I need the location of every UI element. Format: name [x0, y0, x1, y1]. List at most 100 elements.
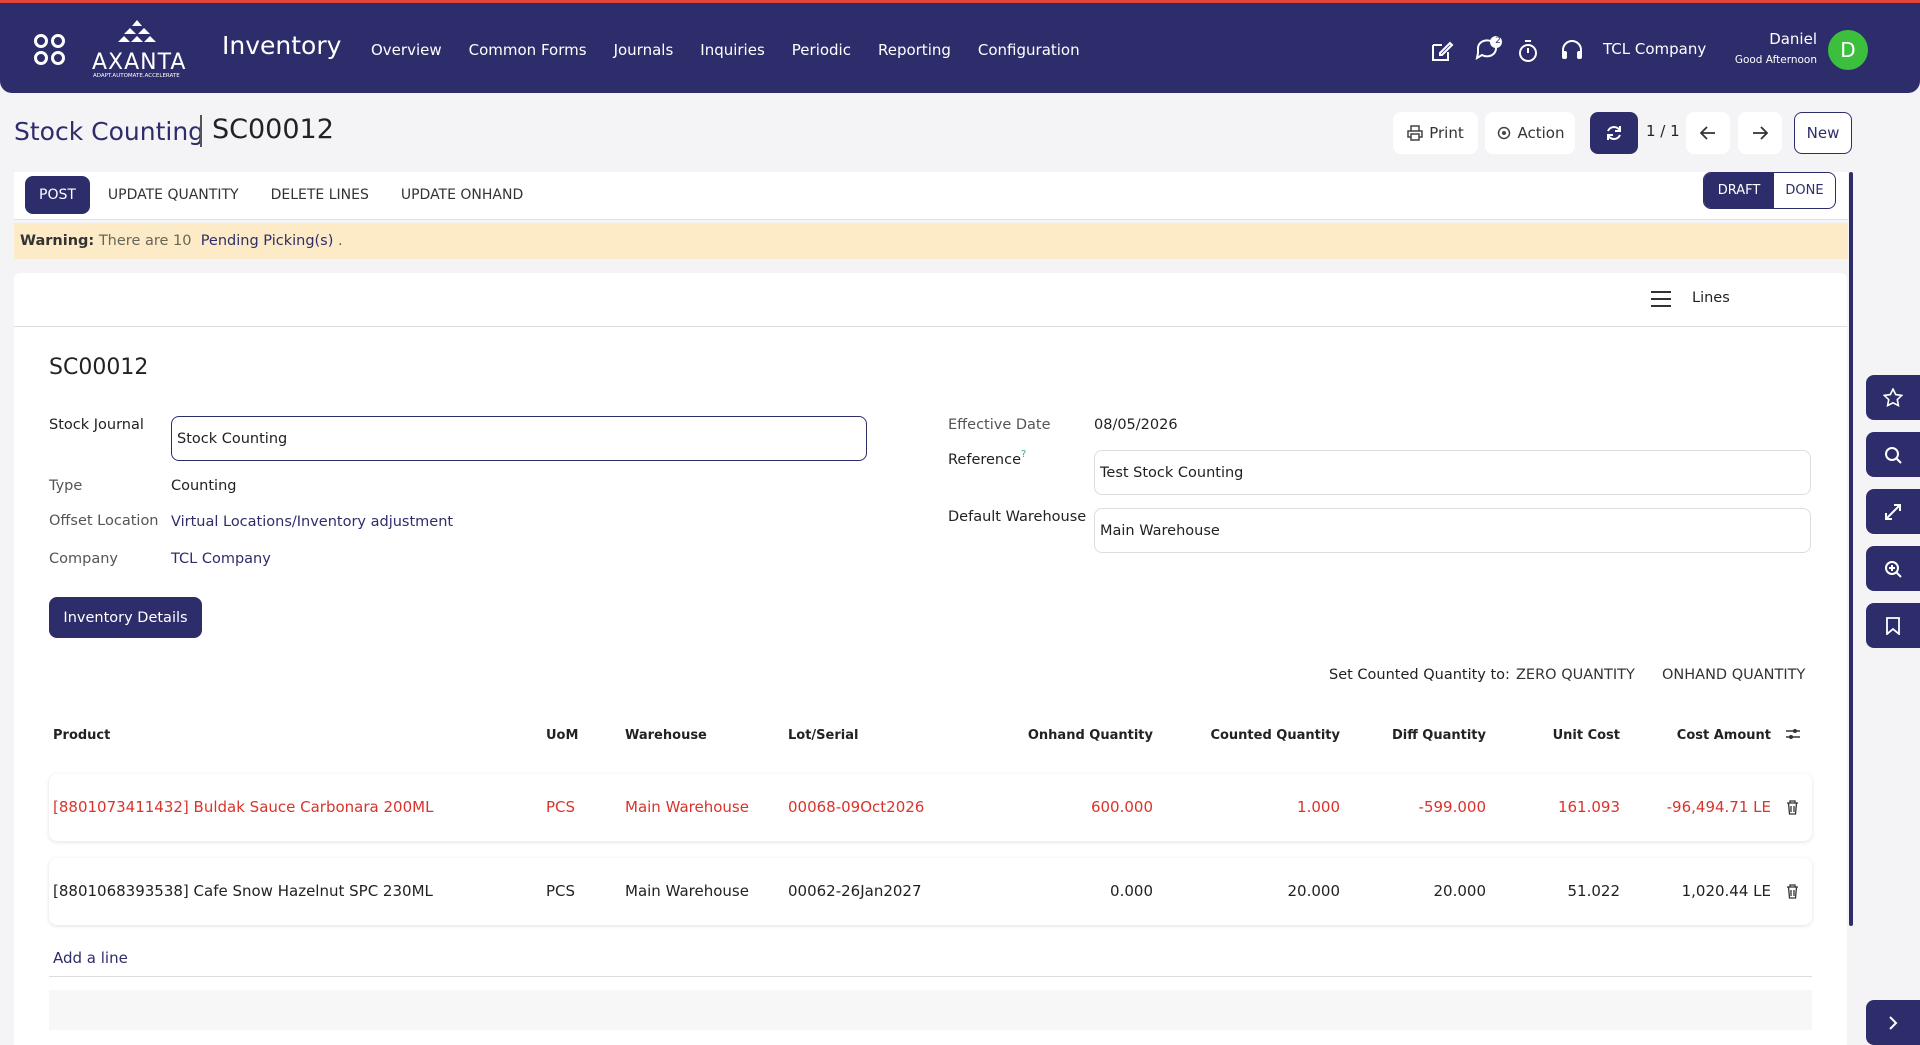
avatar[interactable]: D	[1828, 30, 1868, 70]
support-icon[interactable]	[1560, 39, 1584, 61]
action-button[interactable]: UPDATE QUANTITY	[107, 187, 239, 203]
table-cell: -599.000	[1418, 798, 1486, 816]
column-header[interactable]: Diff Quantity	[1392, 728, 1486, 743]
expand-icon	[1885, 503, 1901, 520]
expand-button[interactable]	[1866, 489, 1920, 534]
field-label: Offset Location	[49, 513, 159, 529]
zoom-button[interactable]	[1866, 546, 1920, 591]
menu-item[interactable]: Overview	[371, 41, 442, 59]
field-label: Reference	[948, 452, 1022, 468]
breadcrumb-parent[interactable]: Stock Counting	[14, 117, 205, 146]
next-button[interactable]	[1738, 112, 1782, 154]
table-cell: 20.000	[1287, 882, 1341, 900]
column-header[interactable]: Counted Quantity	[1210, 728, 1340, 743]
inventory-details-button[interactable]: Inventory Details	[49, 597, 202, 638]
top-nav: AXANTA ADAPT.AUTOMATE.ACCELERATE Invento…	[0, 0, 1920, 93]
app-name[interactable]: Inventory	[222, 31, 342, 60]
delete-row[interactable]	[1786, 884, 1799, 903]
company-switch[interactable]: TCL Company	[1603, 40, 1707, 58]
delete-row[interactable]	[1786, 800, 1799, 819]
menu-item[interactable]: Reporting	[877, 41, 951, 59]
stock-journal-input[interactable]: Stock Counting	[171, 416, 867, 461]
field-label: Default Warehouse	[948, 509, 1087, 525]
scrollbar	[1849, 172, 1853, 926]
user-name: Daniel	[1769, 30, 1817, 48]
favorite-button[interactable]	[1866, 375, 1920, 420]
lines-icon[interactable]	[1651, 290, 1671, 308]
prev-button[interactable]	[1686, 112, 1730, 154]
bookmark-icon	[1886, 616, 1900, 635]
timer-icon[interactable]	[1517, 39, 1539, 63]
column-header[interactable]: Cost Amount	[1676, 728, 1771, 743]
warehouse-input[interactable]: Main Warehouse	[1094, 508, 1811, 553]
table-cell: Main Warehouse	[625, 882, 749, 900]
table-cell: 00062-26Jan2027	[788, 882, 922, 900]
warning-link[interactable]: Pending Picking(s)	[200, 233, 334, 249]
warning-end: .	[338, 233, 343, 249]
table-footer	[49, 990, 1812, 1030]
action-button[interactable]: DELETE LINES	[270, 187, 369, 203]
menu-item[interactable]: Configuration	[977, 41, 1080, 59]
refresh-button[interactable]	[1590, 112, 1638, 154]
search-button[interactable]	[1866, 432, 1920, 477]
column-settings[interactable]	[1785, 726, 1801, 746]
action-label: Action	[1517, 124, 1565, 142]
table-cell: 0.000	[1110, 882, 1153, 900]
form-card: Lines SC00012	[14, 273, 1847, 1045]
field-label: Type	[49, 478, 83, 494]
table-divider	[49, 976, 1812, 977]
search-icon	[1885, 446, 1902, 464]
chat-icon[interactable]	[1474, 36, 1504, 64]
column-header[interactable]: Unit Cost	[1552, 728, 1620, 743]
breadcrumb-separator	[200, 115, 202, 147]
table-cell: [8801068393538] Cafe Snow Hazelnut SPC 2…	[53, 882, 433, 900]
apps-icon[interactable]	[33, 33, 67, 67]
menu-item[interactable]: Periodic	[791, 41, 851, 59]
column-header[interactable]: Product	[53, 728, 111, 743]
add-line[interactable]: Add a line	[53, 949, 128, 967]
record-name: SC00012	[49, 355, 149, 380]
onhand-quantity[interactable]: ONHAND QUANTITY	[1662, 667, 1806, 683]
action-button[interactable]: UPDATE ONHAND	[400, 187, 524, 203]
action-button[interactable]: Action	[1485, 112, 1575, 154]
column-header[interactable]: Warehouse	[625, 728, 707, 743]
edit-icon[interactable]	[1430, 39, 1454, 63]
table-cell: 1,020.44 LE	[1681, 882, 1771, 900]
field-value: Counting	[171, 478, 237, 494]
lines-toggle[interactable]: Lines	[1692, 290, 1730, 306]
pager: 1 / 1	[1646, 122, 1680, 140]
table-row	[49, 858, 1812, 925]
print-button[interactable]: Print	[1393, 112, 1478, 154]
action-button[interactable]: POST	[25, 176, 90, 214]
bookmark-button[interactable]	[1866, 603, 1920, 648]
field-link[interactable]: TCL Company	[171, 551, 271, 567]
column-header[interactable]: Onhand Quantity	[1027, 728, 1153, 743]
table-cell: 00068-09Oct2026	[788, 798, 925, 816]
table-cell: PCS	[546, 798, 576, 816]
warning-text: There are 10	[98, 233, 192, 249]
status-done[interactable]: DONE	[1785, 183, 1824, 198]
zoom-icon	[1885, 560, 1902, 578]
column-header[interactable]: UoM	[546, 728, 579, 743]
table-cell: -96,494.71 LE	[1666, 798, 1771, 816]
column-header[interactable]: Lot/Serial	[788, 728, 859, 743]
zero-quantity[interactable]: ZERO QUANTITY	[1516, 667, 1635, 683]
collapse-button[interactable]	[1866, 1000, 1920, 1045]
menu-item[interactable]: Inquiries	[700, 41, 765, 59]
table-cell: 1.000	[1297, 798, 1340, 816]
table-cell: Main Warehouse	[625, 798, 749, 816]
reference-input[interactable]: Test Stock Counting	[1094, 450, 1811, 495]
breadcrumb-record: SC00012	[212, 114, 334, 145]
arrow-left	[1700, 126, 1715, 140]
trash-icon	[1787, 800, 1798, 815]
menu-item[interactable]: Journals	[613, 41, 674, 59]
table-row	[49, 774, 1812, 841]
status-draft[interactable]: DRAFT	[1704, 173, 1774, 208]
field-link[interactable]: Virtual Locations/Inventory adjustment	[171, 514, 454, 530]
new-button[interactable]: New	[1794, 112, 1852, 154]
star-icon	[1883, 387, 1903, 407]
help-mark[interactable]: ?	[1021, 449, 1027, 460]
table-cell: 161.093	[1557, 798, 1620, 816]
menu-item[interactable]: Common Forms	[468, 41, 587, 59]
